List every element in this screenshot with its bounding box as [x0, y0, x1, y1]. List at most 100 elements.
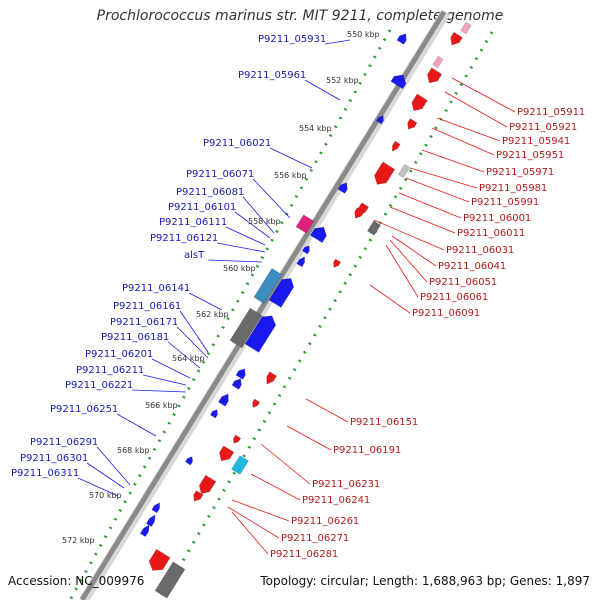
reverse-leader-line	[444, 91, 508, 128]
kbp-tick-label: 564 kbp	[172, 354, 205, 363]
reverse-leader-line	[389, 206, 456, 234]
forward-leader-line	[269, 147, 313, 169]
reverse-leader-line	[231, 511, 269, 555]
reverse-leader-line	[385, 244, 419, 298]
forward-gene-arrow	[296, 256, 305, 268]
reverse-gene-label: P9211_05991	[471, 197, 539, 208]
reverse-gene-label: P9211_05951	[496, 150, 564, 161]
reverse-leader-line	[451, 77, 516, 113]
forward-leader-line	[86, 462, 125, 489]
forward-leader-line	[132, 389, 187, 393]
reverse-gene-label: P9211_06241	[302, 495, 370, 506]
rna-feature	[253, 268, 283, 304]
reverse-gene-arrow-shape	[266, 371, 277, 385]
forward-leader-line	[77, 477, 119, 497]
rna-feature-shape	[231, 455, 249, 475]
forward-gene-arrow-shape	[218, 393, 229, 407]
reverse-leader-line	[369, 284, 411, 314]
reverse-leader-line	[421, 149, 485, 173]
reverse-gene-arrow	[233, 434, 242, 444]
reverse-gene-arrow-shape	[219, 445, 235, 462]
rna-feature	[460, 21, 472, 35]
reverse-gene-label: P9211_06271	[281, 533, 349, 544]
forward-gene-arrow	[218, 393, 229, 407]
reverse-gene-arrow-shape	[427, 67, 443, 84]
forward-gene-arrow-shape	[396, 33, 407, 45]
kbp-tick-label: 554 kbp	[299, 124, 332, 133]
reverse-gene-label: P9211_05971	[486, 167, 554, 178]
kbp-tick-label: 550 kbp	[347, 30, 380, 39]
rna-feature	[295, 214, 315, 234]
rna-feature-shape	[295, 214, 315, 234]
forward-leader-line	[242, 196, 275, 234]
kbp-tick-label: 568 kbp	[117, 446, 150, 455]
gene-labels: P9211_05931 P9211_05961 P9211_06021 P9211_0…	[11, 34, 585, 560]
reverse-leader-line	[405, 177, 470, 203]
rna-feature	[231, 455, 249, 475]
kbp-tick-label: 552 kbp	[326, 76, 359, 85]
reverse-gene-arrow-shape	[450, 31, 463, 46]
reverse-gene-arrow	[333, 258, 342, 268]
reverse-gene-arrow-shape	[233, 434, 242, 444]
reverse-gene-label: P9211_06061	[420, 292, 488, 303]
kbp-tick-label: 556 kbp	[274, 171, 307, 180]
forward-gene-arrow	[375, 115, 384, 125]
pseudogene-feature-shape	[367, 220, 381, 236]
forward-gene-arrow	[337, 182, 348, 194]
kbp-tick-label: 566 kbp	[145, 401, 178, 410]
forward-gene-arrow	[268, 278, 294, 308]
forward-leader-line	[208, 259, 263, 263]
reverse-leader-line	[260, 443, 311, 485]
forward-gene-arrow	[231, 378, 242, 390]
reverse-leader-line	[436, 117, 501, 142]
reverse-gene-arrow	[450, 31, 463, 46]
reverse-gene-label: P9211_06031	[446, 245, 514, 256]
forward-leader-line	[188, 292, 223, 311]
reverse-leader-line	[305, 398, 349, 423]
kbp-tick-label: 558 kbp	[248, 217, 281, 226]
pseudogene-feature-shape	[229, 307, 263, 349]
reverse-gene-label: P9211_06091	[412, 308, 480, 319]
reverse-gene-label: P9211_06001	[463, 213, 531, 224]
reverse-gene-arrow	[148, 548, 171, 571]
forward-gene-label: P9211_06121	[150, 233, 218, 244]
pseudogene-feature	[229, 307, 263, 349]
forward-gene-arrow	[301, 245, 310, 255]
reverse-gene-arrow	[374, 161, 396, 185]
forward-leader-line	[252, 178, 291, 219]
forward-leader-line	[167, 341, 201, 369]
forward-gene-arrow-shape	[145, 514, 156, 528]
forward-gene-label: P9211_06291	[30, 437, 98, 448]
reverse-gene-label: P9211_05981	[479, 183, 547, 194]
pseudogene-feature	[154, 561, 186, 599]
reverse-gene-label: P9211_06261	[291, 516, 359, 527]
forward-gene-label: P9211_06081	[176, 187, 244, 198]
forward-gene-arrow-shape	[268, 278, 294, 308]
forward-leader-line	[143, 374, 187, 386]
forward-gene-label: P9211_06221	[65, 380, 133, 391]
reverse-gene-arrow	[252, 398, 261, 408]
forward-gene-label: P9211_06251	[50, 404, 118, 415]
pseudogene-feature	[397, 163, 411, 179]
pseudogene-feature	[367, 220, 381, 236]
reverse-leader-line	[227, 506, 280, 539]
forward-gene-arrow-shape	[139, 524, 150, 538]
reverse-gene-arrow-shape	[411, 93, 428, 112]
reverse-gene-label: P9211_06231	[312, 479, 380, 490]
forward-gene-arrow	[390, 74, 407, 90]
map-title: Prochlorococcus marinus str. MIT 9211, c…	[96, 8, 504, 24]
reverse-leader-line	[431, 127, 495, 156]
forward-ruler	[68, 29, 392, 600]
forward-gene-arrow	[151, 502, 160, 514]
forward-gene-arrow-shape	[209, 409, 218, 419]
forward-leader-line	[217, 242, 266, 253]
reverse-gene-arrow	[219, 445, 235, 462]
backbone	[79, 10, 447, 600]
accession-label: Accession: NC_009976	[8, 574, 145, 588]
forward-gene-label: P9211_06161	[113, 301, 181, 312]
forward-leader-line	[151, 358, 191, 379]
forward-gene-arrow-shape	[310, 226, 327, 243]
reverse-leader-line	[286, 425, 332, 451]
forward-gene-arrow	[244, 315, 276, 353]
forward-gene-label: P9211_06301	[20, 453, 88, 464]
